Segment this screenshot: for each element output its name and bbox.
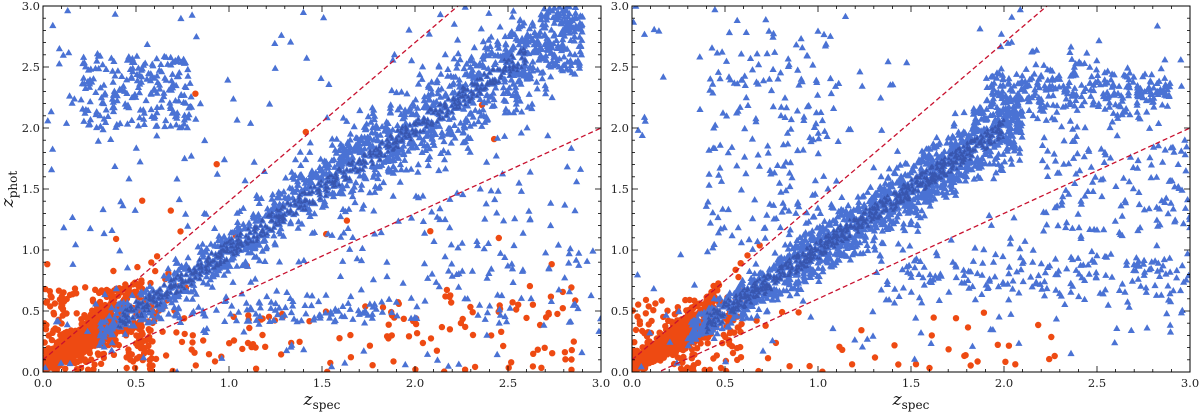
x-tick-label: 3.0 xyxy=(592,376,610,390)
y-tick-label: 2.5 xyxy=(611,60,629,74)
x-tick-label: 0.5 xyxy=(716,376,734,390)
x-tick-label: 1.0 xyxy=(809,376,827,390)
x-tick-label: 2.5 xyxy=(499,376,517,390)
left-y-axis-label: zphot xyxy=(0,171,20,209)
y-tick-label: 3.0 xyxy=(22,0,40,13)
y-tick-label: 1.0 xyxy=(611,243,629,257)
x-tick-label: 2.0 xyxy=(406,376,424,390)
left-panel: 0.0 0.5 1.0 1.5 2.0 2.5 3.0 0.0 0.5 1.0 1.5 2.0 2.5 3… xyxy=(0,0,610,412)
y-tick-label: 1.0 xyxy=(22,243,40,257)
reference-line-upper-bound xyxy=(43,6,459,361)
y-tick-label: 0.5 xyxy=(22,304,40,318)
y-tick-label: 0.5 xyxy=(611,304,629,318)
left-x-axis-label: zspec xyxy=(303,390,341,412)
y-tick-label: 1.5 xyxy=(611,182,629,196)
y-tick-label: 0.0 xyxy=(611,365,629,379)
right-x-axis-label: zspec xyxy=(892,390,930,412)
reference-line-lower-bound xyxy=(657,127,1190,372)
y-tick-label: 1.5 xyxy=(22,182,40,196)
right-ticks: 0.0 0.5 1.0 1.5 2.0 2.5 3.0 0.0 0.5 1.0 1.5 2.0 2.5 3… xyxy=(611,0,1199,390)
y-tick-label: 2.0 xyxy=(22,121,40,135)
left-reference-lines xyxy=(43,6,601,372)
x-tick-label: 0.0 xyxy=(623,376,641,390)
x-tick-label: 0.5 xyxy=(127,376,145,390)
x-tick-label: 1.5 xyxy=(902,376,920,390)
x-tick-label: 2.0 xyxy=(995,376,1013,390)
x-tick-label: 1.0 xyxy=(220,376,238,390)
left-ticks: 0.0 0.5 1.0 1.5 2.0 2.5 3.0 0.0 0.5 1.0 1.5 2.0 2.5 3… xyxy=(22,0,610,390)
reference-line-upper-bound xyxy=(632,6,1048,361)
x-tick-label: 1.5 xyxy=(313,376,331,390)
x-tick-label: 2.5 xyxy=(1088,376,1106,390)
reference-line-lower-bound xyxy=(68,127,601,372)
right-reference-lines xyxy=(632,6,1190,372)
blue-density-core xyxy=(704,117,1006,334)
red-circle-markers xyxy=(43,90,579,372)
y-tick-label: 2.0 xyxy=(611,121,629,135)
y-tick-label: 0.0 xyxy=(22,365,40,379)
x-tick-label: 0.0 xyxy=(34,376,52,390)
blue-density-core xyxy=(116,46,528,329)
y-tick-label: 3.0 xyxy=(611,0,629,13)
right-scatter-points xyxy=(632,6,1190,372)
left-scatter-points xyxy=(43,6,601,372)
y-tick-label: 2.5 xyxy=(22,60,40,74)
right-panel: 0.0 0.5 1.0 1.5 2.0 2.5 3.0 0.0 0.5 1.0 1.5 2.0 2.5 3… xyxy=(611,0,1199,412)
red-circle-markers xyxy=(632,242,1058,372)
x-tick-label: 3.0 xyxy=(1181,376,1199,390)
